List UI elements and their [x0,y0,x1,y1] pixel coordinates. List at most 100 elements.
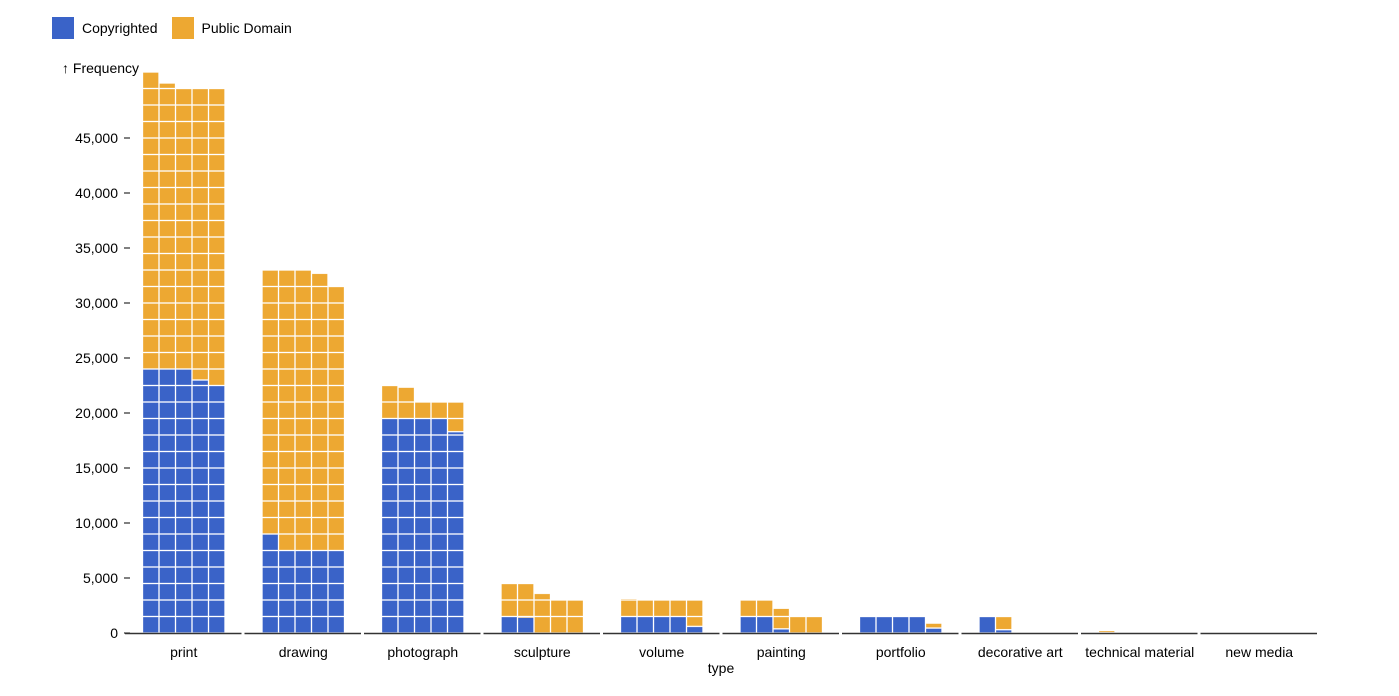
waffle-cell-public-domain [142,105,159,122]
waffle-cell-copyrighted [381,583,398,600]
waffle-cell-copyrighted [159,385,176,402]
waffle-cell-copyrighted [328,550,345,567]
waffle-cell-public-domain [311,336,328,353]
waffle-cell-public-domain [208,171,225,188]
waffle-cell-copyrighted [175,484,192,501]
waffle-cell-copyrighted [142,501,159,518]
waffle-cell-public-domain [192,204,209,221]
waffle-cell-public-domain [431,402,448,419]
waffle-cell-public-domain [278,418,295,435]
waffle-cell-public-domain [311,385,328,402]
x-tick-label: technical material [1085,644,1194,660]
waffle-cell-public-domain [175,171,192,188]
waffle-cell-public-domain [192,352,209,369]
waffle-cell-copyrighted [192,534,209,551]
waffle-cell-public-domain [175,105,192,122]
waffle-cell-public-domain [328,319,345,336]
waffle-cell-copyrighted [192,451,209,468]
waffle-cell-public-domain [328,352,345,369]
waffle-cell-copyrighted [414,583,431,600]
waffle-cell-public-domain [278,402,295,419]
waffle-cell-copyrighted [414,451,431,468]
waffle-cell-public-domain [175,303,192,320]
waffle-cell-public-domain [159,352,176,369]
waffle-cell-public-domain [159,154,176,171]
waffle-cell-public-domain [175,336,192,353]
waffle-cell-copyrighted [381,616,398,633]
waffle-cell-copyrighted [328,600,345,617]
waffle-cell-copyrighted [414,501,431,518]
waffle-cell-public-domain [142,319,159,336]
waffle-cell-public-domain [192,138,209,155]
waffle-cell-copyrighted [142,385,159,402]
waffle-cell-copyrighted [208,501,225,518]
waffle-cell-public-domain [208,187,225,204]
waffle-cell-public-domain [142,286,159,303]
waffle-cell-copyrighted [278,616,295,633]
waffle-cell-public-domain [278,303,295,320]
waffle-cell-copyrighted [159,616,176,633]
y-tick-label: 35,000 [75,240,118,256]
waffle-cell-copyrighted [159,501,176,518]
waffle-cell-copyrighted [311,583,328,600]
waffle-cell-copyrighted [431,484,448,501]
waffle-cell-public-domain [295,385,312,402]
y-tick-label: 40,000 [75,185,118,201]
waffle-cell-public-domain [328,402,345,419]
waffle-cell-public-domain [501,600,518,617]
waffle-cell-copyrighted [159,534,176,551]
waffle-cell-public-domain [311,484,328,501]
waffle-cell-copyrighted [398,484,415,501]
waffle-cell-public-domain [192,171,209,188]
waffle-cell-copyrighted [447,468,464,485]
waffle-cell-public-domain [278,270,295,287]
waffle-cell-public-domain [278,319,295,336]
waffle-cell-copyrighted [262,550,279,567]
y-tick-label: 5,000 [83,570,118,586]
waffle-cell-copyrighted [653,616,670,633]
waffle-cell-copyrighted [447,567,464,584]
y-tick-label: 15,000 [75,460,118,476]
waffle-cell-copyrighted [447,435,464,452]
waffle-cell-public-domain [311,369,328,386]
waffle-cell-public-domain [175,319,192,336]
waffle-cell-copyrighted [447,517,464,534]
waffle-cell-copyrighted [447,431,464,435]
waffle-cell-public-domain [192,303,209,320]
waffle-cell-copyrighted [192,484,209,501]
waffle-cell-public-domain [192,88,209,105]
waffle-cell-public-domain [295,369,312,386]
waffle-cell-copyrighted [159,468,176,485]
waffle-cell-copyrighted [447,600,464,617]
waffle-cell-copyrighted [686,626,703,633]
waffle-cell-public-domain [192,286,209,303]
waffle-cell-public-domain [262,369,279,386]
waffle-cell-public-domain [550,600,567,617]
waffle-cell-copyrighted [175,517,192,534]
waffle-cell-public-domain [686,616,703,627]
waffle-cell-copyrighted [192,517,209,534]
waffle-cell-public-domain [381,385,398,402]
waffle-cell-public-domain [295,517,312,534]
waffle-cell-public-domain [208,138,225,155]
waffle-cell-public-domain [398,387,415,402]
waffle-cell-public-domain [311,286,328,303]
waffle-cell-public-domain [262,319,279,336]
waffle-cell-public-domain [262,418,279,435]
waffle-cell-public-domain [262,451,279,468]
waffle-cell-public-domain [534,616,551,633]
waffle-cell-public-domain [192,105,209,122]
waffle-cell-public-domain [278,435,295,452]
waffle-cell-public-domain [262,336,279,353]
waffle-cell-copyrighted [192,501,209,518]
waffle-cell-copyrighted [398,583,415,600]
waffle-cell-public-domain [567,616,584,633]
waffle-cell-public-domain [295,319,312,336]
waffle-cell-copyrighted [192,380,209,386]
waffle-cell-public-domain [311,501,328,518]
waffle-cell-public-domain [311,402,328,419]
waffle-cell-copyrighted [398,517,415,534]
waffle-cell-public-domain [192,121,209,138]
waffle-cell-copyrighted [278,567,295,584]
waffle-cell-public-domain [175,220,192,237]
